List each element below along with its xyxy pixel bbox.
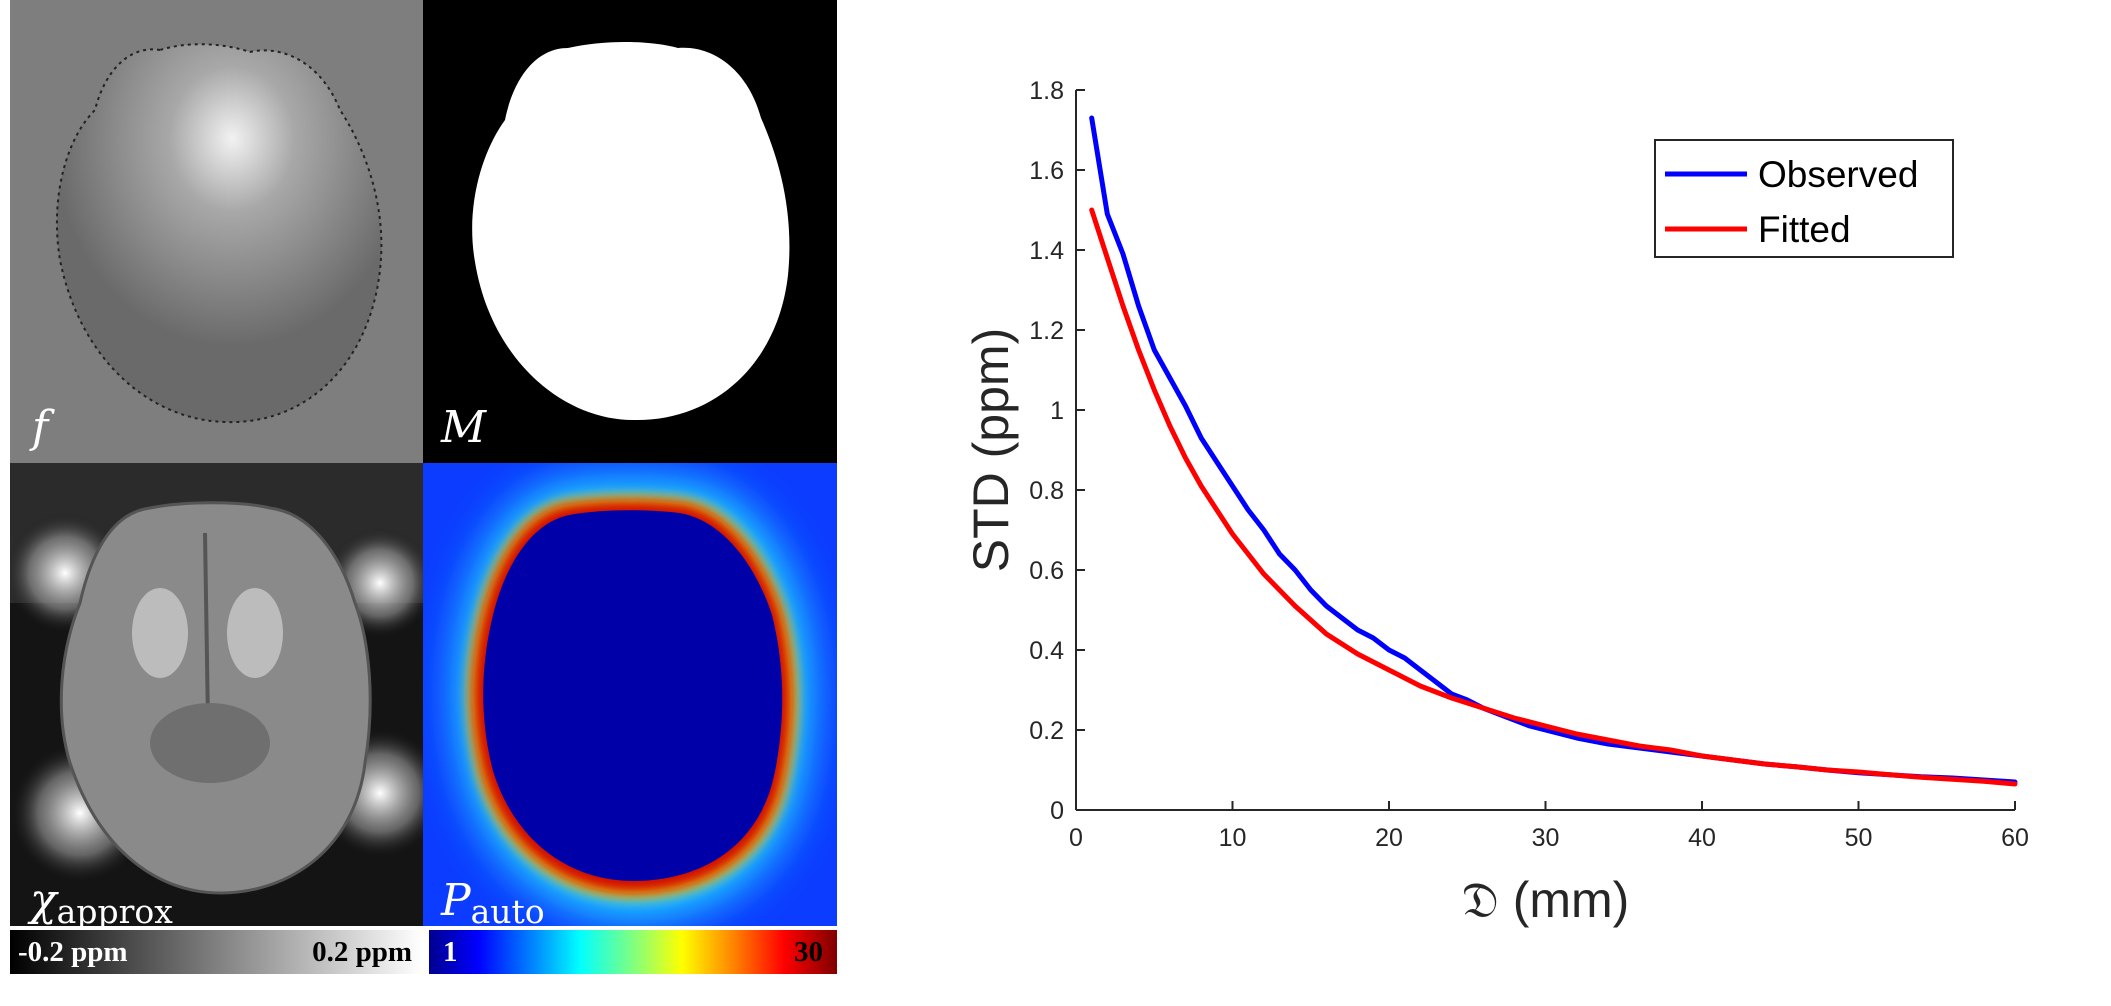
jet-colorbar-min-label: 1 [443,936,458,968]
y-tick-label-7: 1.4 [1029,237,1064,265]
y-tick-label-6: 1.2 [1029,317,1064,345]
preconditioner-label-main: P [441,875,471,926]
gray-colorbar: -0.2 ppm 0.2 ppm [10,930,422,974]
mask-image [472,42,790,421]
preconditioner-label: Pauto [441,879,545,927]
std-chart: 0 10 20 30 40 50 60 0 0.2 0.4 0.6 0.8 1 1.2 1.4 1.6 1.8 𝔇… [963,77,2029,928]
y-tick-label-5: 1 [1050,397,1064,425]
jet-colorbar-max-label: 30 [794,936,823,968]
mask-panel: M [423,0,837,463]
susceptibility-image [10,463,423,895]
x-tick-label-2: 20 [1375,824,1403,852]
y-tick-label-1: 0.2 [1029,717,1064,745]
legend-box [1654,139,1954,258]
field-map-label: f [32,402,49,453]
y-axis-label: STD (ppm) [963,328,1019,572]
susceptibility-label-main: χ [30,875,57,926]
y-tick-label-4: 0.8 [1029,477,1064,505]
susceptibility-label-sub: approx [56,892,173,926]
y-tick-label-8: 1.6 [1029,157,1064,185]
series-line-fitted [1089,207,2018,787]
x-tick-label-1: 10 [1219,824,1247,852]
x-axis-label: 𝔇 (mm) [1462,872,1630,928]
susceptibility-panel: χapprox [10,463,423,926]
gray-colorbar-max-label: 0.2 ppm [312,936,412,968]
y-tick-label-0: 0 [1050,797,1064,825]
x-tick-label-5: 50 [1845,824,1873,852]
y-tick-label-9: 1.8 [1029,77,1064,105]
x-tick-label-0: 0 [1069,824,1083,852]
preconditioner-panel: Pauto [423,463,837,926]
legend-label-observed: Observed [1758,154,1918,195]
preconditioner-image [423,463,837,926]
y-tick-label-3: 0.6 [1029,557,1064,585]
x-tick-label-4: 40 [1688,824,1716,852]
x-tick-label-3: 30 [1532,824,1560,852]
jet-colorbar: 1 30 [429,930,837,974]
gray-colorbar-min-label: -0.2 ppm [18,936,128,968]
field-map-image [55,43,383,424]
mask-label: M [441,402,487,453]
preconditioner-label-sub: auto [470,892,545,926]
y-tick-label-2: 0.4 [1029,637,1064,665]
legend-label-fitted: Fitted [1758,209,1851,250]
x-tick-label-6: 60 [2001,824,2029,852]
susceptibility-label: χapprox [30,879,173,927]
field-map-panel: f [10,0,423,463]
